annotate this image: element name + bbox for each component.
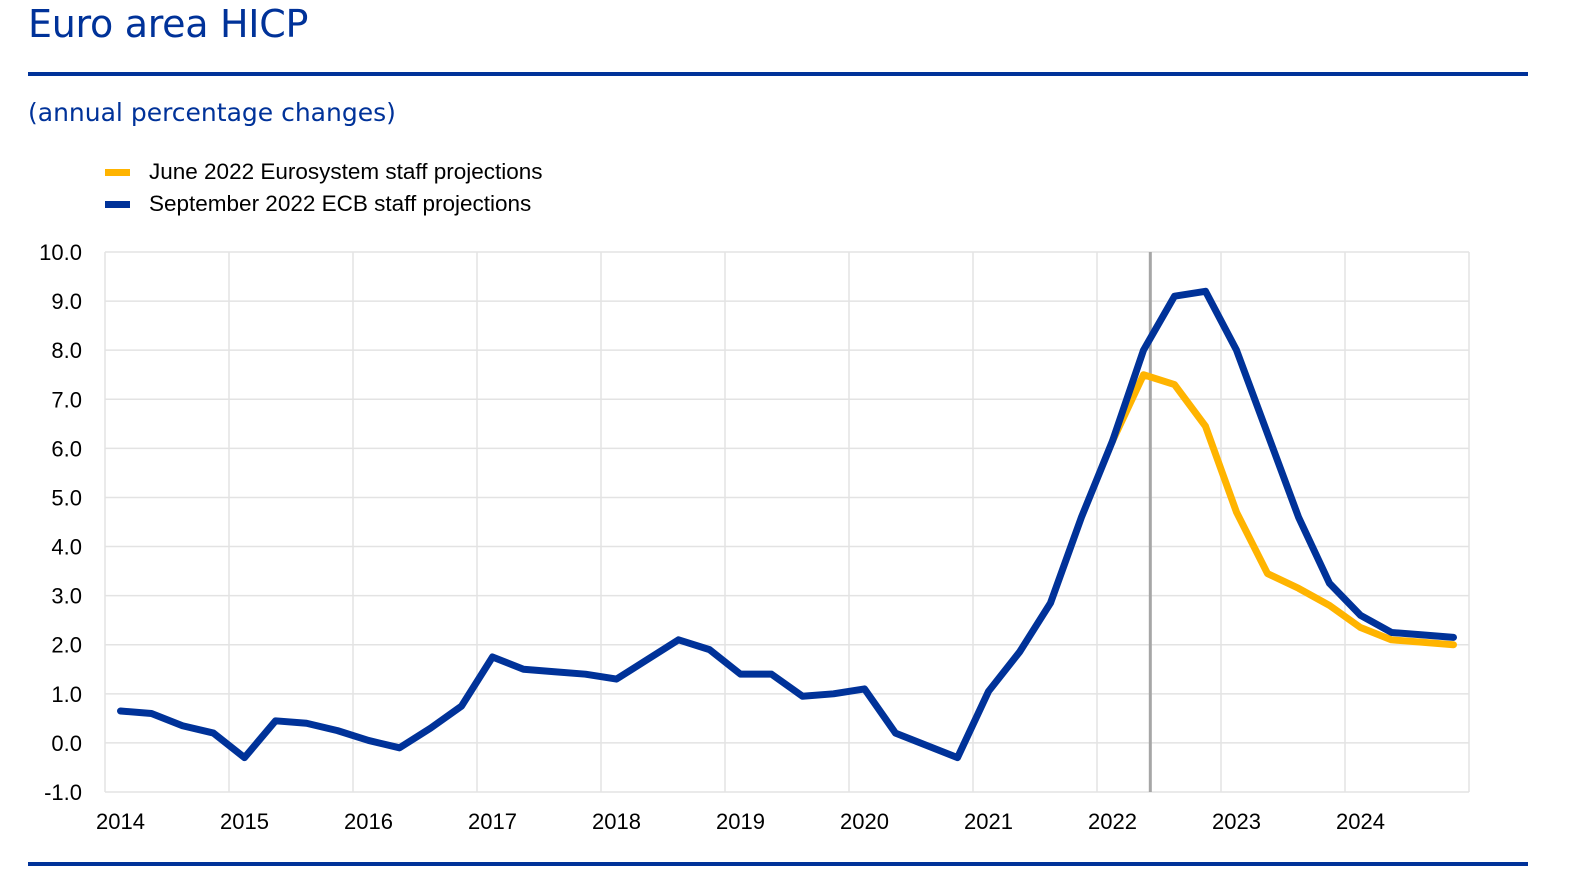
data-point xyxy=(926,745,927,746)
legend-item-june: June 2022 Eurosystem staff projections xyxy=(105,156,543,188)
y-tick-label: 4.0 xyxy=(51,535,82,560)
data-point xyxy=(1391,632,1392,633)
data-point xyxy=(1174,296,1175,297)
x-tick-label: 2016 xyxy=(344,809,393,834)
x-tick-label: 2020 xyxy=(840,809,889,834)
x-tick-label: 2015 xyxy=(220,809,269,834)
y-tick-label: 3.0 xyxy=(51,584,82,609)
legend-item-september: September 2022 ECB staff projections xyxy=(105,188,543,220)
data-point xyxy=(1143,374,1144,375)
data-point xyxy=(864,688,865,689)
data-point xyxy=(399,747,400,748)
x-tick-label: 2023 xyxy=(1212,809,1261,834)
data-point xyxy=(1453,637,1454,638)
x-axis-ticks: 2014 2015 2016 2017 2018 2019 2020 2021 2022 2023… xyxy=(96,809,1385,834)
data-point xyxy=(1205,291,1206,292)
data-point xyxy=(1329,583,1330,584)
grid-lines xyxy=(104,251,1470,793)
x-tick-label: 2019 xyxy=(716,809,765,834)
y-tick-label: 1.0 xyxy=(51,682,82,707)
data-point xyxy=(740,674,741,675)
data-point xyxy=(368,740,369,741)
data-point xyxy=(1453,644,1454,645)
data-point xyxy=(461,706,462,707)
chart-title: Euro area HICP xyxy=(28,2,309,46)
data-point xyxy=(523,669,524,670)
y-tick-label: -1.0 xyxy=(44,780,82,805)
series-line-june-2022-points xyxy=(1112,374,1454,645)
data-point xyxy=(1298,517,1299,518)
data-point xyxy=(1112,441,1113,442)
y-tick-label: 0.0 xyxy=(51,731,82,756)
data-point xyxy=(554,671,555,672)
legend-label-september: September 2022 ECB staff projections xyxy=(149,191,532,216)
y-tick-label: 2.0 xyxy=(51,633,82,658)
data-point xyxy=(1267,433,1268,434)
y-tick-label: 5.0 xyxy=(51,485,82,510)
data-point xyxy=(1267,573,1268,574)
data-point xyxy=(1236,350,1237,351)
data-point xyxy=(1174,384,1175,385)
data-point xyxy=(585,674,586,675)
data-point xyxy=(1391,639,1392,640)
series-lines xyxy=(117,287,1457,762)
data-point xyxy=(1236,512,1237,513)
data-point xyxy=(802,696,803,697)
data-point xyxy=(1019,652,1020,653)
data-point xyxy=(647,659,648,660)
data-point xyxy=(1143,350,1144,351)
data-point xyxy=(678,639,679,640)
data-point xyxy=(895,733,896,734)
y-tick-label: 7.0 xyxy=(51,387,82,412)
data-point xyxy=(616,679,617,680)
data-point xyxy=(1329,605,1330,606)
data-point xyxy=(120,711,121,712)
data-point xyxy=(1360,627,1361,628)
y-tick-label: 10.0 xyxy=(39,240,82,265)
data-point xyxy=(182,725,183,726)
data-point xyxy=(151,713,152,714)
x-tick-label: 2022 xyxy=(1088,809,1137,834)
line-chart: 10.0 9.0 8.0 7.0 6.0 5.0 4.0 3.0 2.0 1.0 0.0 -1.0 2… xyxy=(39,240,1470,834)
data-point xyxy=(306,723,307,724)
data-point xyxy=(244,757,245,758)
data-point xyxy=(1205,426,1206,427)
data-point xyxy=(1422,642,1423,643)
series-line-june-2022 xyxy=(1109,371,1457,649)
bottom-divider xyxy=(28,862,1528,866)
data-point xyxy=(709,649,710,650)
series-line-september-2022 xyxy=(117,287,1457,762)
x-tick-label: 2024 xyxy=(1336,809,1385,834)
y-axis-ticks: 10.0 9.0 8.0 7.0 6.0 5.0 4.0 3.0 2.0 1.0 0.0 -1.0 xyxy=(39,240,82,805)
data-point xyxy=(771,674,772,675)
y-tick-label: 9.0 xyxy=(51,289,82,314)
legend-swatch-june xyxy=(105,168,130,176)
data-point xyxy=(1298,588,1299,589)
y-tick-label: 8.0 xyxy=(51,338,82,363)
data-point xyxy=(337,730,338,731)
data-point xyxy=(1360,615,1361,616)
x-tick-label: 2017 xyxy=(468,809,517,834)
title-divider xyxy=(28,72,1528,76)
data-point xyxy=(1050,603,1051,604)
data-point xyxy=(430,728,431,729)
legend-label-june: June 2022 Eurosystem staff projections xyxy=(149,159,543,184)
y-tick-label: 6.0 xyxy=(51,436,82,461)
x-tick-label: 2021 xyxy=(964,809,1013,834)
data-point xyxy=(213,733,214,734)
x-tick-label: 2014 xyxy=(96,809,145,834)
x-tick-label: 2018 xyxy=(592,809,641,834)
legend: June 2022 Eurosystem staff projections S… xyxy=(105,156,543,220)
data-point xyxy=(988,691,989,692)
data-point xyxy=(833,693,834,694)
data-point xyxy=(275,720,276,721)
data-point xyxy=(1422,634,1423,635)
data-point xyxy=(957,757,958,758)
legend-swatch-september xyxy=(105,200,130,208)
data-point xyxy=(1081,517,1082,518)
chart-subtitle: (annual percentage changes) xyxy=(28,98,396,127)
data-point xyxy=(492,657,493,658)
